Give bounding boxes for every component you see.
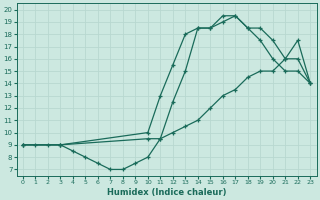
X-axis label: Humidex (Indice chaleur): Humidex (Indice chaleur) (107, 188, 226, 197)
